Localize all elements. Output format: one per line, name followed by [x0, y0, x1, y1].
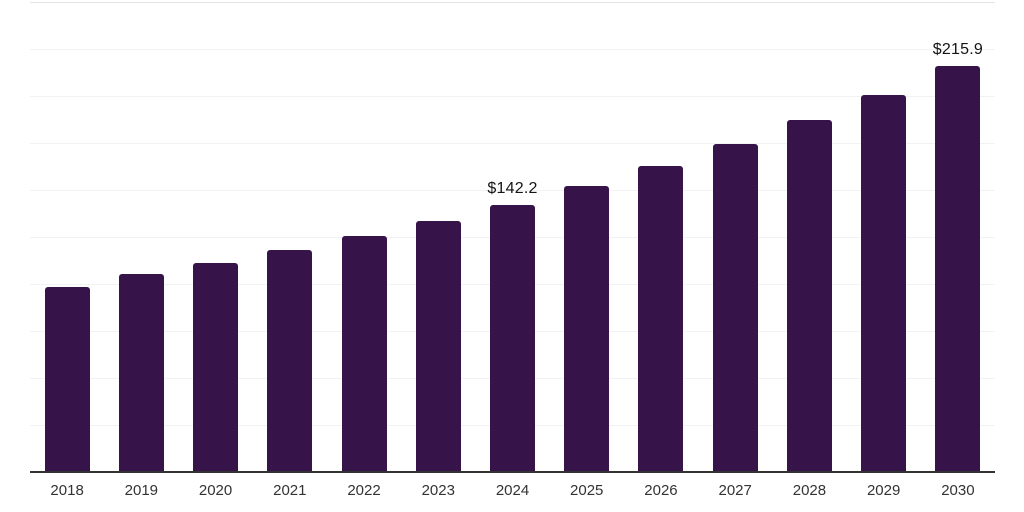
x-tick-label-2019: 2019 — [124, 482, 159, 499]
plot-area: $142.2 $215.9 — [30, 2, 995, 473]
bar-2026 — [638, 165, 684, 472]
x-tick-label-2023: 2023 — [421, 482, 455, 499]
x-tick-label-2020: 2020 — [198, 482, 233, 499]
x-tick-label-2029: 2029 — [866, 482, 901, 499]
x-tick-label-2018: 2018 — [50, 482, 84, 499]
x-tick-label-2026: 2026 — [644, 482, 678, 499]
plot-top-border — [30, 2, 995, 3]
x-axis-tick-labels: 2018 2019 2020 2021 2022 2023 2024 2025 2026 2027… — [0, 482, 1024, 506]
bar-2030 — [935, 66, 981, 472]
bar-2028 — [786, 120, 832, 472]
x-tick-label-2021: 2021 — [273, 482, 307, 499]
gridline — [30, 49, 995, 50]
bar-2022 — [341, 236, 387, 472]
x-axis-line — [30, 471, 995, 473]
bar-2020 — [193, 263, 239, 472]
x-tick-label-2024: 2024 — [495, 482, 530, 499]
x-tick-label-2027: 2027 — [718, 482, 752, 499]
bar-2029 — [861, 94, 907, 472]
bar-2021 — [267, 250, 313, 472]
gridline — [30, 96, 995, 97]
x-tick-label-2030: 2030 — [941, 482, 975, 499]
bar-2025 — [564, 185, 610, 472]
bar-2024 — [490, 204, 535, 472]
bar-2027 — [712, 143, 758, 472]
x-tick-label-2028: 2028 — [792, 482, 827, 499]
bar-2019 — [118, 273, 164, 472]
gridline — [30, 143, 995, 144]
bar-2018 — [44, 286, 90, 472]
x-tick-label-2025: 2025 — [570, 482, 604, 499]
bar-value-label-2024: $142.2 — [487, 179, 538, 197]
bar-value-label-2030: $215.9 — [932, 41, 983, 59]
x-tick-label-2022: 2022 — [347, 482, 381, 499]
bar-2023 — [415, 221, 461, 472]
gridline — [30, 190, 995, 191]
